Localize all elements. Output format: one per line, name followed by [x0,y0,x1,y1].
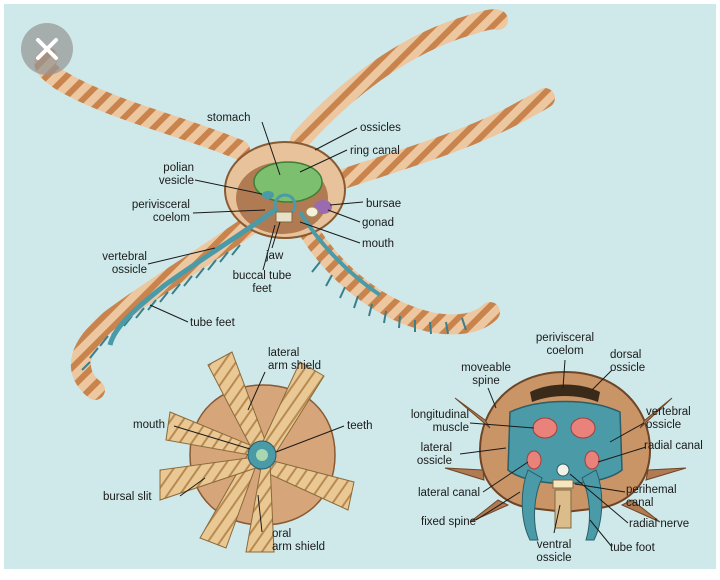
label-bursal-slit: bursal slit [103,491,152,503]
label-jaw: jaw [265,250,284,262]
label-teeth: teeth [347,420,373,432]
label-fixed-spine: fixed spine [421,516,476,528]
label-ossicles: ossicles [360,122,401,134]
longitudinal-muscle-left [533,418,557,438]
label-radial-nerve: radial nerve [629,518,689,530]
polian-vesicle-shape [262,191,274,199]
label-oral-mouth: mouth [133,419,165,431]
label-dorsal-ossicle: dorsal ossicle [610,349,645,374]
longitudinal-muscle-right [571,418,595,438]
close-icon [21,23,73,75]
perihemal-canal-shape [553,480,573,488]
close-button[interactable] [21,23,73,75]
oral-teeth [256,449,268,461]
label-mouth: mouth [362,238,394,250]
label-radial-canal: radial canal [644,440,703,452]
radial-canal-shape [557,464,569,476]
bursae-shape [306,207,318,217]
label-lateral-ossicle: lateral ossicle [417,442,452,467]
label-gonad: gonad [362,217,394,229]
label-ring-canal: ring canal [350,145,400,157]
jaw-shape [276,212,292,222]
lateral-canal-left [527,451,541,469]
label-ventral-ossicle: ventral ossicle [536,539,571,564]
label-tube-foot: tube foot [610,542,656,554]
label-tube-feet: tube feet [190,317,236,329]
label-stomach: stomach [207,112,250,124]
label-bursae: bursae [366,198,401,210]
label-lateral-canal: lateral canal [418,487,480,499]
ventral-ossicle-shape [555,490,571,528]
lateral-canal-right [585,451,599,469]
label-polian-vesicle: polian vesicle [159,162,194,187]
